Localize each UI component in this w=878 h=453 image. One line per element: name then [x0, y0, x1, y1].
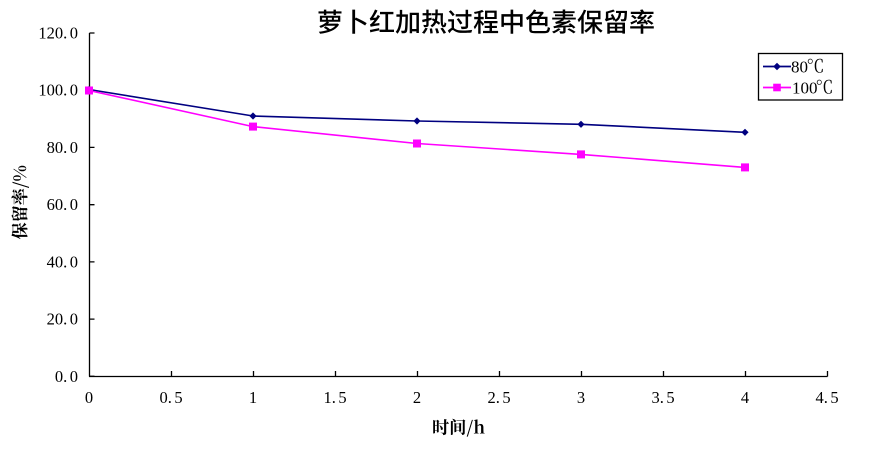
svg-text:80.0: 80. 0 [47, 138, 78, 157]
svg-text:4: 4 [741, 388, 749, 407]
svg-text:4.5: 4. 5 [815, 388, 838, 407]
svg-text:1: 1 [249, 388, 257, 407]
svg-text:3.5: 3. 5 [651, 388, 674, 407]
svg-text:3: 3 [577, 388, 585, 407]
svg-text:0: 0 [85, 388, 93, 407]
svg-text:100.0: 100. 0 [38, 81, 78, 100]
svg-text:60.0: 60. 0 [47, 195, 78, 214]
svg-text:1.5: 1. 5 [323, 388, 346, 407]
svg-text:2: 2 [413, 388, 421, 407]
svg-text:100: 100 [792, 79, 818, 98]
svg-text:40.0: 40. 0 [47, 252, 78, 271]
svg-text:0.5: 0. 5 [159, 388, 182, 407]
svg-text:2.5: 2. 5 [487, 388, 510, 407]
svg-text:0.0: 0. 0 [55, 367, 78, 386]
svg-text:120.0: 120. 0 [38, 24, 78, 43]
svg-text:20.0: 20. 0 [47, 310, 78, 329]
svg-text:80: 80 [791, 58, 808, 77]
